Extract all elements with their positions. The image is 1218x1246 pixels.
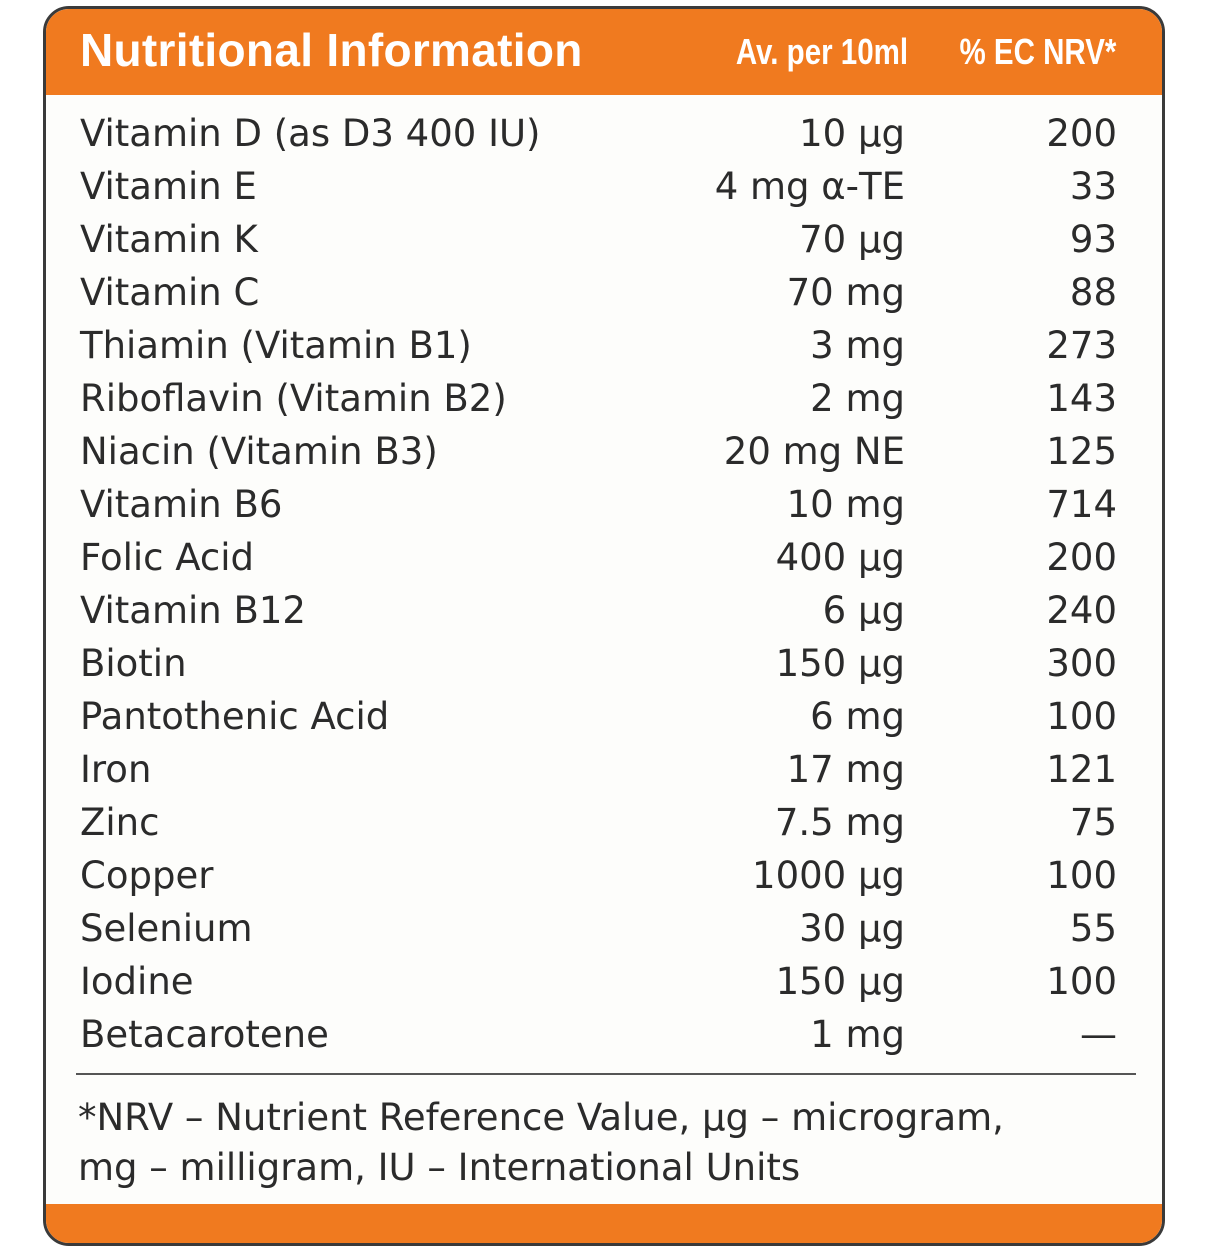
nutrient-nrv: 75 (1069, 801, 1117, 844)
nutrient-nrv: 100 (1046, 854, 1117, 897)
nutrient-nrv: 200 (1046, 536, 1117, 579)
nutrient-name: Iron (80, 748, 152, 791)
nutrient-amount: 400 µg (775, 536, 905, 579)
nrv-column-header: % EC NRV* (959, 31, 1116, 72)
nutrient-amount: 1 mg (810, 1013, 905, 1056)
table-row: Betacarotene 1 mg — (46, 1008, 1162, 1061)
nutrient-name: Iodine (80, 960, 194, 1003)
table-row: Folic Acid 400 µg 200 (46, 531, 1162, 584)
table-row: Vitamin E 4 mg α-TE 33 (46, 160, 1162, 213)
nutrient-nrv: 240 (1046, 589, 1117, 632)
footnote-line-2: mg – milligram, IU – International Units (78, 1146, 801, 1189)
nutrient-amount: 70 mg (786, 271, 905, 314)
nutrient-name: Vitamin B6 (80, 483, 283, 526)
nutrient-nrv: 714 (1046, 483, 1117, 526)
nutrient-nrv: 143 (1046, 377, 1117, 420)
nutrient-nrv: 55 (1069, 907, 1117, 950)
nutrition-label: Nutritional Information Av. per 10ml % E… (43, 6, 1165, 1246)
amount-column-header: Av. per 10ml (735, 31, 908, 72)
table-row: Pantothenic Acid 6 mg 100 (46, 690, 1162, 743)
nutrient-name: Biotin (80, 642, 187, 685)
nutrient-nrv: 273 (1046, 324, 1117, 367)
nutrient-nrv: 121 (1046, 748, 1117, 791)
nutrient-name: Betacarotene (80, 1013, 329, 1056)
nutrient-name: Vitamin B12 (80, 589, 306, 632)
table-row: Vitamin D (as D3 400 IU) 10 µg 200 (46, 107, 1162, 160)
table-row: Thiamin (Vitamin B1) 3 mg 273 (46, 319, 1162, 372)
header-bar: Nutritional Information Av. per 10ml % E… (46, 9, 1162, 95)
nutrient-amount: 150 µg (775, 960, 905, 1003)
nutrient-name: Pantothenic Acid (80, 695, 390, 738)
nutrient-nrv: 200 (1046, 112, 1117, 155)
nutrient-amount: 1000 µg (752, 854, 905, 897)
nutrient-table: Vitamin D (as D3 400 IU) 10 µg 200 Vitam… (46, 107, 1162, 1061)
table-row: Selenium 30 µg 55 (46, 902, 1162, 955)
nutrient-amount: 4 mg α-TE (714, 165, 905, 208)
nutrient-nrv: 88 (1069, 271, 1117, 314)
nutrient-nrv: 125 (1046, 430, 1117, 473)
bottom-accent-bar (46, 1204, 1162, 1243)
nutrient-nrv: 100 (1046, 960, 1117, 1003)
nutrient-nrv: 93 (1069, 218, 1117, 261)
nutrient-amount: 17 mg (786, 748, 905, 791)
table-row: Iron 17 mg 121 (46, 743, 1162, 796)
nutrient-name: Thiamin (Vitamin B1) (80, 324, 472, 367)
nutrient-name: Copper (80, 854, 214, 897)
nutrient-name: Riboflavin (Vitamin B2) (80, 377, 507, 420)
footnote-divider (76, 1073, 1136, 1075)
nutrient-amount: 10 mg (786, 483, 905, 526)
nutrient-name: Selenium (80, 907, 253, 950)
table-row: Niacin (Vitamin B3) 20 mg NE 125 (46, 425, 1162, 478)
table-row: Vitamin C 70 mg 88 (46, 266, 1162, 319)
nutrient-amount: 70 µg (799, 218, 905, 261)
nutrient-nrv: 100 (1046, 695, 1117, 738)
table-row: Iodine 150 µg 100 (46, 955, 1162, 1008)
nutrient-amount: 7.5 mg (774, 801, 905, 844)
nutrient-name: Vitamin D (as D3 400 IU) (80, 112, 541, 155)
nutrient-name: Vitamin C (80, 271, 260, 314)
nutrient-amount: 10 µg (799, 112, 905, 155)
nutrient-amount: 6 mg (810, 695, 905, 738)
table-row: Biotin 150 µg 300 (46, 637, 1162, 690)
nutrient-name: Vitamin K (80, 218, 258, 261)
nutrient-amount: 3 mg (810, 324, 905, 367)
nutrient-amount: 150 µg (775, 642, 905, 685)
nutrient-amount: 2 mg (810, 377, 905, 420)
nutrient-nrv: 300 (1046, 642, 1117, 685)
nutrient-name: Folic Acid (80, 536, 255, 579)
footnote-line-1: *NRV – Nutrient Reference Value, µg – mi… (78, 1096, 1004, 1139)
nutrient-name: Vitamin E (80, 165, 257, 208)
table-row: Copper 1000 µg 100 (46, 849, 1162, 902)
label-title: Nutritional Information (80, 24, 583, 76)
nutrient-amount: 30 µg (799, 907, 905, 950)
table-row: Vitamin B12 6 µg 240 (46, 584, 1162, 637)
nutrient-amount: 20 mg NE (723, 430, 905, 473)
nutrient-nrv: — (1080, 1013, 1117, 1056)
nutrient-name: Zinc (80, 801, 160, 844)
table-row: Riboflavin (Vitamin B2) 2 mg 143 (46, 372, 1162, 425)
table-row: Vitamin B6 10 mg 714 (46, 478, 1162, 531)
footnote: *NRV – Nutrient Reference Value, µg – mi… (78, 1093, 1118, 1193)
table-row: Zinc 7.5 mg 75 (46, 796, 1162, 849)
nutrient-nrv: 33 (1069, 165, 1117, 208)
nutrient-name: Niacin (Vitamin B3) (80, 430, 438, 473)
nutrient-amount: 6 µg (822, 589, 905, 632)
table-row: Vitamin K 70 µg 93 (46, 213, 1162, 266)
